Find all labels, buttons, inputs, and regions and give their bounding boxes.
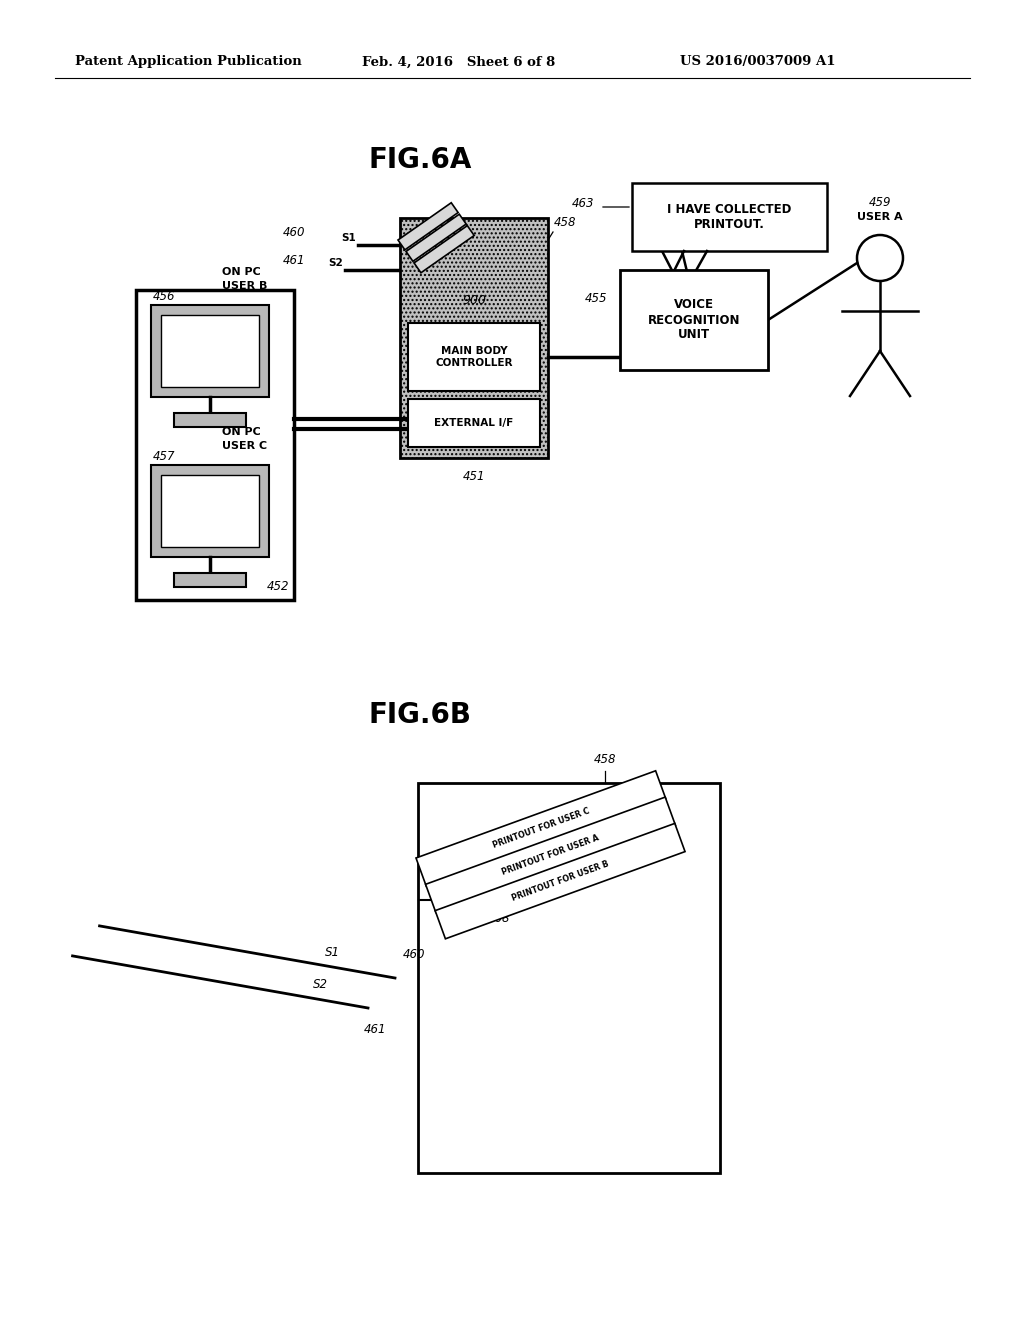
Text: 461: 461 bbox=[364, 1023, 386, 1036]
Text: 460: 460 bbox=[403, 948, 426, 961]
Text: 455: 455 bbox=[585, 292, 607, 305]
Bar bbox=[408, 323, 540, 391]
Polygon shape bbox=[416, 771, 666, 886]
Bar bbox=[161, 475, 259, 546]
Text: S1: S1 bbox=[341, 234, 356, 243]
Polygon shape bbox=[426, 797, 676, 912]
Polygon shape bbox=[407, 214, 466, 261]
Polygon shape bbox=[414, 226, 474, 273]
Text: USER C: USER C bbox=[222, 441, 267, 451]
Text: USER A: USER A bbox=[857, 213, 903, 222]
Text: EXTERNAL I/F: EXTERNAL I/F bbox=[434, 418, 514, 428]
Text: 459: 459 bbox=[868, 195, 891, 209]
Text: I HAVE COLLECTED
PRINTOUT.: I HAVE COLLECTED PRINTOUT. bbox=[668, 203, 792, 231]
Text: S2: S2 bbox=[329, 257, 343, 268]
Bar bbox=[174, 573, 246, 587]
Text: 458: 458 bbox=[594, 752, 616, 766]
Text: 460: 460 bbox=[283, 226, 305, 239]
Bar bbox=[620, 271, 768, 370]
Bar bbox=[136, 290, 294, 601]
Text: 900: 900 bbox=[462, 293, 486, 306]
Bar bbox=[400, 218, 548, 458]
Bar bbox=[174, 413, 246, 426]
Bar bbox=[151, 305, 269, 397]
Bar bbox=[418, 783, 720, 1173]
Text: US 2016/0037009 A1: US 2016/0037009 A1 bbox=[680, 55, 836, 69]
Text: PRINTOUT FOR USER B: PRINTOUT FOR USER B bbox=[510, 859, 610, 903]
Polygon shape bbox=[435, 824, 685, 939]
Text: Feb. 4, 2016   Sheet 6 of 8: Feb. 4, 2016 Sheet 6 of 8 bbox=[362, 55, 555, 69]
Text: 468: 468 bbox=[488, 912, 511, 925]
Text: 452: 452 bbox=[266, 579, 289, 593]
Bar bbox=[632, 183, 827, 251]
Text: USER B: USER B bbox=[222, 281, 267, 290]
Text: 457: 457 bbox=[153, 450, 175, 463]
Text: 451: 451 bbox=[463, 470, 485, 483]
Text: PRINTOUT FOR USER C: PRINTOUT FOR USER C bbox=[492, 807, 591, 850]
Text: 463: 463 bbox=[571, 197, 594, 210]
Text: S1: S1 bbox=[325, 946, 340, 960]
Bar bbox=[400, 218, 548, 458]
Bar bbox=[151, 465, 269, 557]
Text: VOICE
RECOGNITION
UNIT: VOICE RECOGNITION UNIT bbox=[648, 298, 740, 342]
Text: STOP: STOP bbox=[419, 894, 521, 907]
Text: 456: 456 bbox=[153, 290, 175, 304]
Text: 458: 458 bbox=[554, 216, 577, 228]
Bar bbox=[408, 399, 540, 447]
Text: ON PC: ON PC bbox=[222, 426, 261, 437]
Text: FIG.6B: FIG.6B bbox=[369, 701, 471, 729]
Text: FIG.6A: FIG.6A bbox=[369, 147, 472, 174]
Text: 461: 461 bbox=[283, 253, 305, 267]
Bar bbox=[161, 315, 259, 387]
Polygon shape bbox=[398, 203, 458, 249]
Text: Patent Application Publication: Patent Application Publication bbox=[75, 55, 302, 69]
Text: S2: S2 bbox=[313, 978, 328, 991]
Text: PRINTOUT FOR USER A: PRINTOUT FOR USER A bbox=[501, 833, 600, 876]
Text: MAIN BODY
CONTROLLER: MAIN BODY CONTROLLER bbox=[435, 346, 513, 368]
Text: ON PC: ON PC bbox=[222, 267, 261, 277]
